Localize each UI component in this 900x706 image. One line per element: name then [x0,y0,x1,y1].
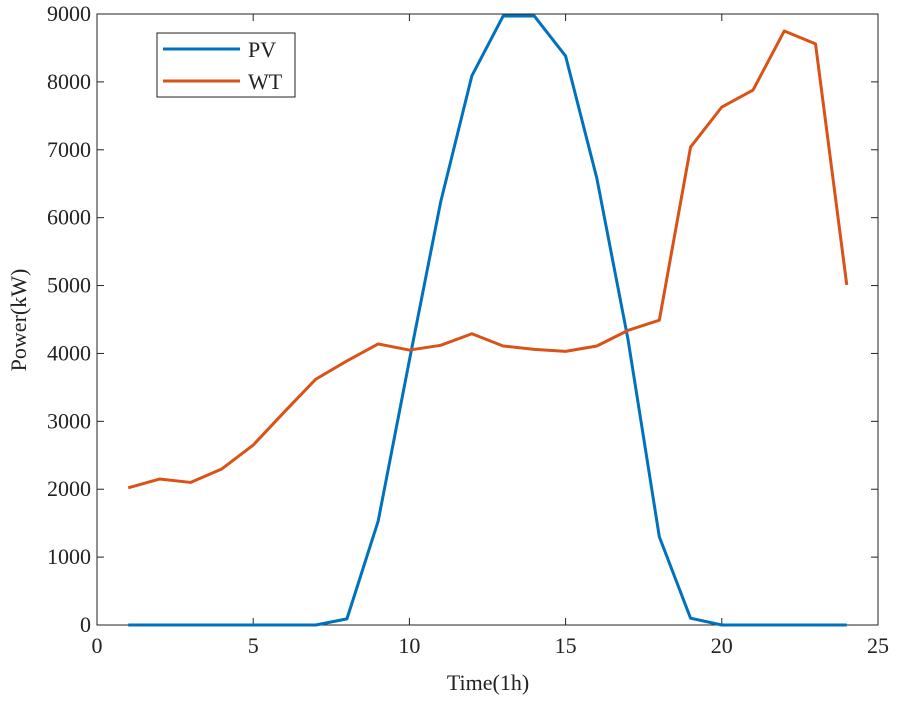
x-tick-label: 25 [867,633,889,658]
y-tick-label: 2000 [47,476,91,501]
legend-label: PV [248,37,276,62]
y-tick-label: 6000 [47,205,91,230]
y-tick-label: 0 [80,612,91,637]
y-tick-label: 5000 [47,273,91,298]
x-tick-label: 15 [555,633,577,658]
y-tick-label: 4000 [47,340,91,365]
series-line-wt [127,29,849,490]
y-tick-label: 7000 [47,137,91,162]
y-tick-label: 1000 [47,544,91,569]
x-tick-label: 20 [711,633,733,658]
legend: PV WT [156,32,296,98]
x-tick-label: 5 [248,633,259,658]
y-tick-label: 8000 [47,69,91,94]
series-line-pv [128,14,847,627]
x-tick-label: 0 [92,633,103,658]
legend-box [156,32,296,98]
y-tick-label: 3000 [47,408,91,433]
y-axis-label: Power(kW) [6,269,31,372]
legend-label: WT [248,69,283,94]
x-tick-label: 10 [398,633,420,658]
y-tick-label: 9000 [47,1,91,26]
x-axis-label: Time(1h) [447,670,529,695]
axes: 0 5 10 15 20 25 0 1000 2000 3000 4000 5000 6000 7000 8… [47,1,889,658]
plot-frame [96,13,879,626]
series-lines [127,14,849,627]
